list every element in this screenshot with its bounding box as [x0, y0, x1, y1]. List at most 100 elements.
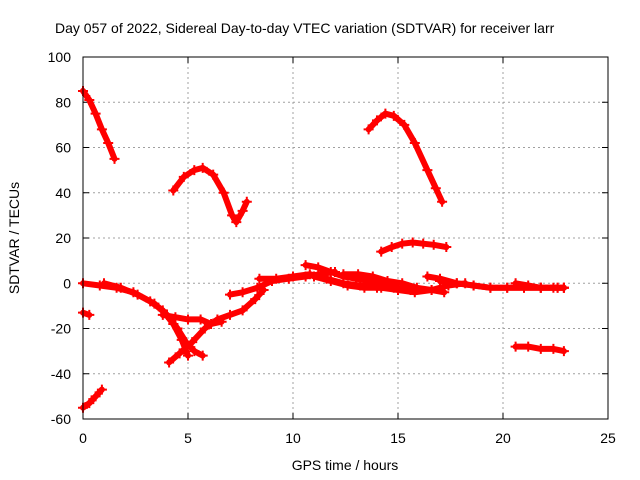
series-track	[80, 386, 105, 411]
data-point	[206, 318, 217, 329]
data-point	[225, 309, 235, 320]
data-point	[252, 282, 263, 293]
data-point	[441, 242, 452, 253]
data-point	[241, 196, 252, 207]
series-arc-15	[338, 269, 450, 298]
data-point	[309, 271, 319, 282]
data-point	[325, 275, 336, 286]
data-point	[254, 273, 265, 284]
data-point	[218, 187, 229, 198]
data-point	[468, 280, 479, 291]
data-point	[187, 337, 198, 348]
series-track	[311, 273, 469, 296]
data-point	[149, 298, 160, 309]
data-point	[164, 357, 175, 368]
data-point	[523, 341, 534, 352]
data-point	[558, 346, 569, 357]
data-point	[407, 237, 418, 248]
series-arc-2	[168, 162, 252, 228]
series-track	[170, 164, 250, 226]
data-point	[363, 124, 374, 135]
data-point	[409, 137, 420, 148]
plot-frame	[82, 56, 609, 420]
y-tick-label: -20	[51, 321, 71, 337]
data-point	[558, 282, 569, 293]
data-point	[288, 271, 298, 282]
data-point	[183, 350, 193, 361]
data-point	[426, 285, 437, 296]
y-axis-label: SDTVAR / TECUs	[6, 182, 22, 294]
grid-lines	[82, 56, 609, 420]
data-layer	[78, 85, 569, 413]
data-point	[216, 316, 227, 327]
series-arc-19	[510, 341, 569, 357]
data-point	[237, 287, 248, 298]
data-point	[422, 271, 433, 282]
data-point	[195, 314, 206, 325]
x-tick-label: 15	[390, 430, 406, 446]
data-point	[300, 260, 311, 271]
series-arc-9	[164, 285, 269, 368]
data-point	[535, 343, 546, 354]
data-point	[115, 282, 126, 293]
series-track	[80, 87, 118, 162]
data-point	[174, 348, 185, 359]
chart-title: Day 057 of 2022, Sidereal Day-to-day VTE…	[55, 20, 555, 36]
data-point	[422, 165, 433, 176]
data-point	[199, 323, 210, 334]
data-point	[225, 289, 235, 300]
x-tick-label: 20	[495, 430, 511, 446]
data-point	[535, 282, 546, 293]
data-point	[399, 119, 410, 130]
data-point	[183, 314, 193, 325]
y-tick-label: -40	[51, 366, 71, 382]
data-point	[380, 108, 391, 119]
data-point	[178, 171, 189, 182]
data-point	[411, 282, 422, 293]
data-point	[367, 271, 378, 282]
data-point	[342, 280, 353, 291]
data-point	[510, 341, 521, 352]
y-tick-label: 60	[55, 140, 71, 156]
series-arc-10	[157, 309, 227, 329]
data-point	[548, 282, 559, 293]
y-tick-labels: -60 -40 -20 0 20 40 60 80 100	[48, 49, 72, 427]
x-tick-label: 5	[184, 430, 192, 446]
data-point	[502, 282, 513, 293]
data-point	[397, 238, 408, 249]
series-arc-1	[78, 85, 120, 164]
y-tick-label: -60	[51, 411, 71, 427]
data-point	[109, 153, 120, 164]
data-point	[451, 278, 462, 289]
data-point	[197, 162, 208, 173]
data-point	[99, 278, 109, 289]
data-point	[485, 282, 496, 293]
x-tick-label: 25	[600, 430, 616, 446]
data-point	[271, 273, 282, 284]
data-point	[372, 115, 382, 126]
data-point	[227, 210, 238, 221]
data-point	[103, 137, 114, 148]
data-point	[208, 169, 219, 180]
data-point	[237, 305, 248, 316]
data-point	[90, 108, 101, 119]
data-point	[313, 262, 324, 273]
data-point	[168, 185, 179, 196]
data-point	[231, 217, 242, 228]
data-point	[382, 275, 393, 286]
series-track	[166, 287, 267, 366]
y-tick-label: 40	[55, 185, 71, 201]
x-tick-label: 10	[285, 430, 301, 446]
data-point	[376, 282, 387, 293]
data-point	[437, 196, 448, 207]
data-point	[353, 269, 364, 280]
data-point	[197, 350, 208, 361]
data-point	[189, 165, 200, 176]
y-tick-label: 100	[48, 49, 72, 65]
data-point	[90, 391, 101, 402]
series-arc-5	[78, 384, 107, 413]
data-point	[84, 309, 95, 320]
data-point	[435, 275, 445, 286]
data-point	[430, 183, 441, 194]
data-point	[376, 246, 387, 257]
